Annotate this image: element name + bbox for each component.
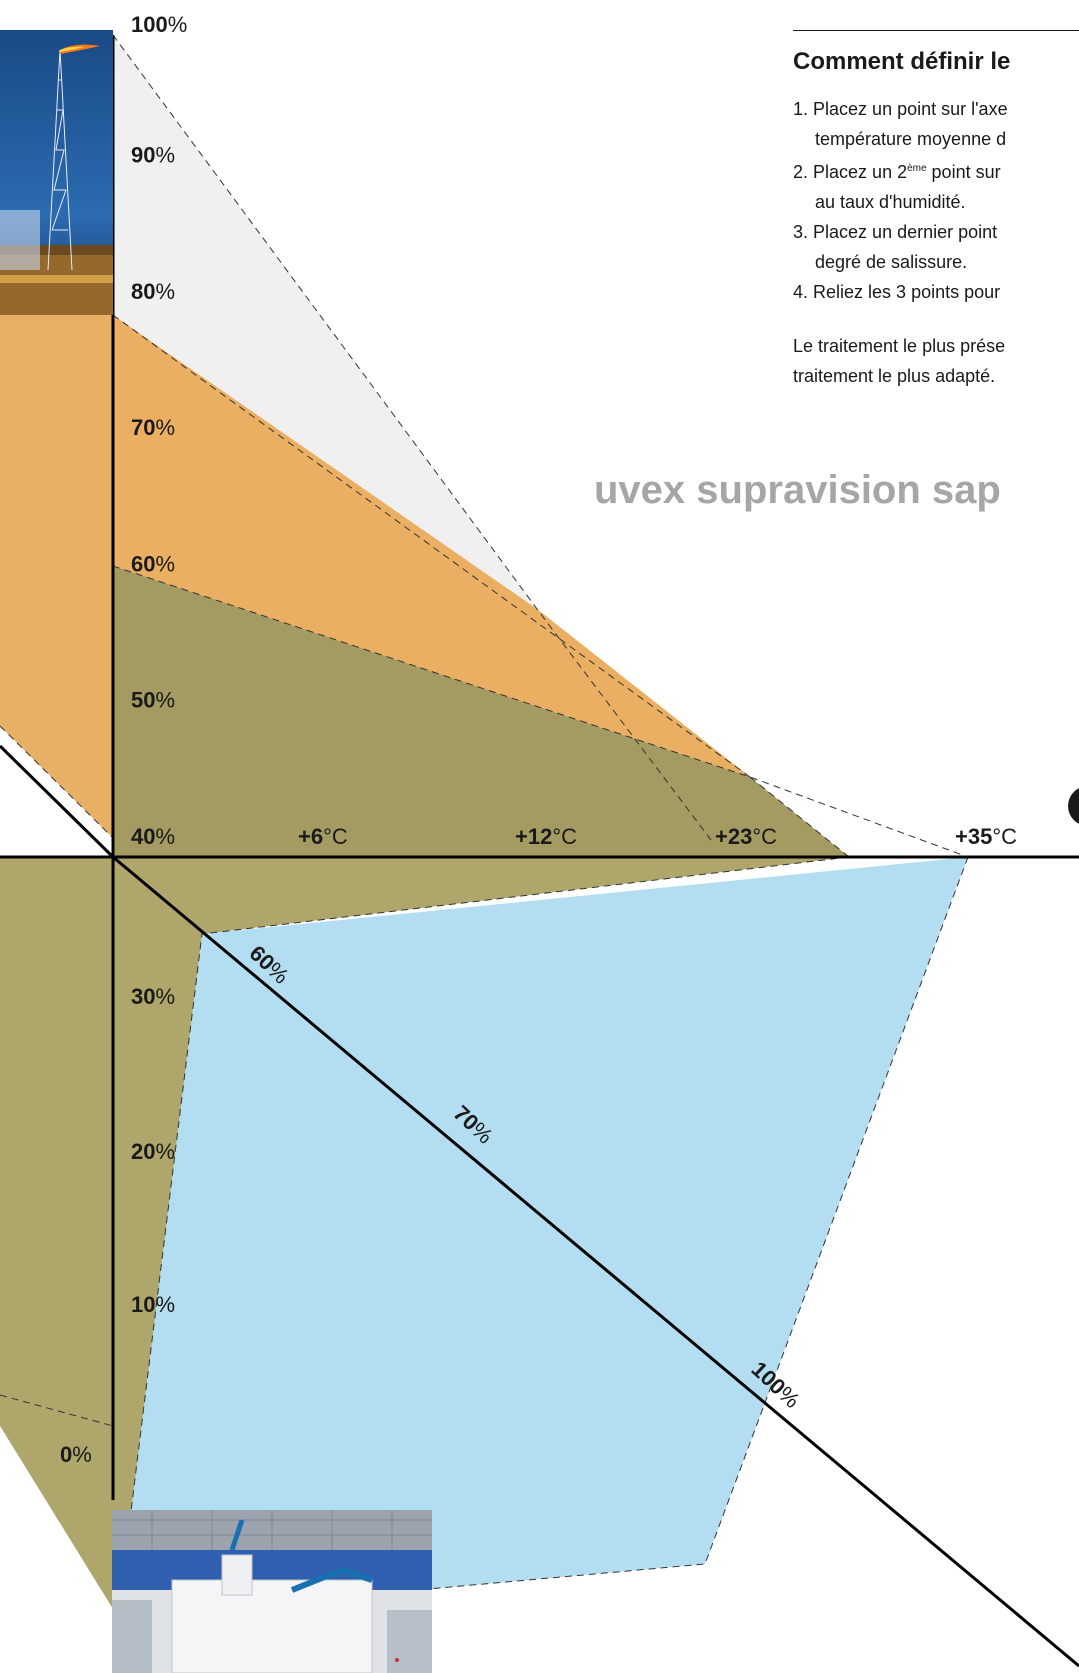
chart-dashed-lines xyxy=(0,34,969,1618)
lower-tick-30: 30% xyxy=(131,984,175,1009)
step-text: Placez un point sur l'axe xyxy=(813,99,1008,119)
humidity-tick-40: 40% xyxy=(131,824,175,849)
step-number: 2. xyxy=(793,162,809,182)
temperature-tick-35: +35°C xyxy=(955,824,1017,849)
lower-tick-20: 20% xyxy=(131,1139,175,1164)
step-text: Reliez les 3 points pour xyxy=(813,282,1001,302)
step-text: Placez un dernier point xyxy=(813,222,998,242)
marker-dot xyxy=(1068,786,1079,826)
lower-tick-0: 0% xyxy=(60,1442,92,1467)
note-line: Le traitement le plus prése xyxy=(793,336,1006,356)
steps-list: 1. Placez un point sur l'axe température… xyxy=(793,94,1079,307)
humidity-tick-50: 50% xyxy=(131,688,175,713)
dashed-line-7 xyxy=(0,1394,114,1427)
panel-title: Comment définir le xyxy=(793,48,1011,75)
step-number: 1. xyxy=(793,99,809,119)
area-3 xyxy=(0,315,113,838)
instructions-panel: Comment définir le 1. Placez un point su… xyxy=(793,30,1079,391)
product-name: uvex supravision sap xyxy=(594,468,1001,512)
step-text: Placez un 2 xyxy=(813,162,908,182)
humidity-tick-90: 90% xyxy=(131,143,175,168)
area-0 xyxy=(113,857,968,1617)
humidity-tick-100: 100% xyxy=(131,12,187,37)
soiling-axis xyxy=(112,855,1079,1668)
chart-axes xyxy=(0,35,1079,1668)
step-3: 3. Placez un dernier point degré de sali… xyxy=(793,217,1079,277)
step-text: point sur xyxy=(926,162,1001,182)
temperature-tick-12: +12°C xyxy=(515,824,577,849)
temperature-tick-6: +6°C xyxy=(298,824,348,849)
superscript: ème xyxy=(907,163,927,174)
area-4 xyxy=(113,35,537,609)
step-2: 2. Placez un 2ème point sur au taux d'hu… xyxy=(793,154,1079,217)
chart-tick-labels: 40% 50% 60% 70% 80% 90% 100% +6°C +12°C +23°C +35°… xyxy=(60,12,1017,1467)
step-1: 1. Placez un point sur l'axe température… xyxy=(793,94,1079,154)
note-text: Le traitement le plus prése traitement l… xyxy=(793,331,1079,391)
factory-photo xyxy=(112,1510,432,1673)
step-number: 4. xyxy=(793,282,809,302)
note-line: traitement le plus adapté. xyxy=(793,366,996,386)
panel-rule xyxy=(793,30,1079,31)
refinery-photo xyxy=(0,30,113,315)
chart-areas xyxy=(0,35,968,1617)
temperature-tick-23: +23°C xyxy=(715,824,777,849)
dashed-line-0 xyxy=(112,34,715,845)
step-number: 3. xyxy=(793,222,809,242)
dashed-line-3 xyxy=(749,776,850,858)
left-diagonal-axis xyxy=(0,744,115,859)
humidity-tick-80: 80% xyxy=(131,279,175,304)
lower-tick-10: 10% xyxy=(131,1292,175,1317)
dashed-line-6 xyxy=(0,725,114,839)
dashed-line-5 xyxy=(117,856,850,1618)
step-text-cont: degré de salissure. xyxy=(815,252,968,272)
step-4: 4. Reliez les 3 points pour xyxy=(793,277,1079,307)
step-text-cont: au taux d'humidité. xyxy=(815,192,966,212)
step-text-cont: température moyenne d xyxy=(815,129,1007,149)
humidity-tick-60: 60% xyxy=(131,551,175,576)
area-6 xyxy=(113,566,849,857)
humidity-tick-70: 70% xyxy=(131,415,175,440)
